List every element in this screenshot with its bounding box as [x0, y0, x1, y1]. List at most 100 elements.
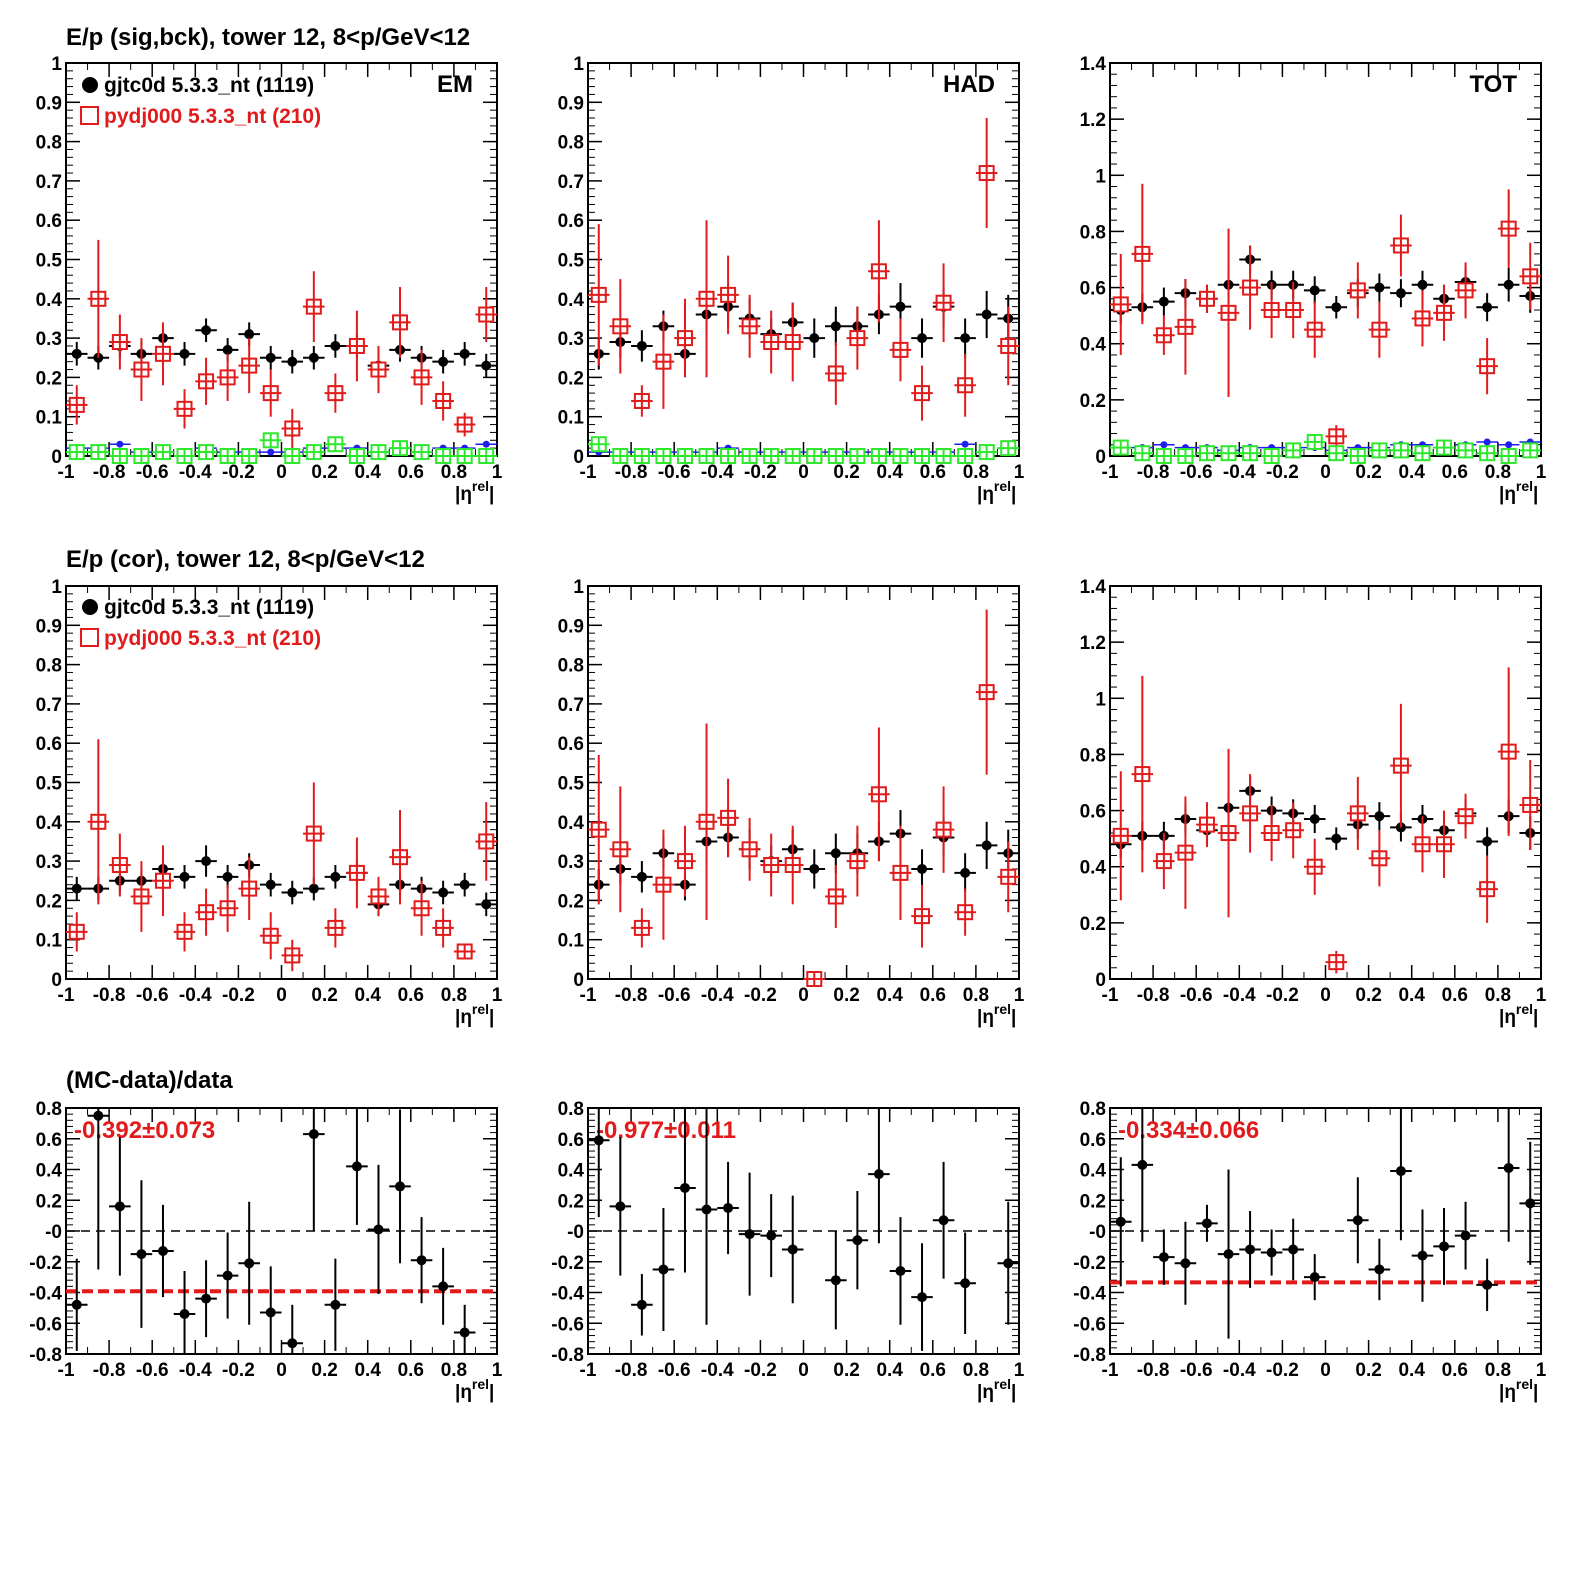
- x-tick-label: -0.2: [1266, 462, 1299, 483]
- series-3: [66, 432, 497, 464]
- x-tick-label: 1: [1536, 1360, 1547, 1381]
- y-tick-label: 0.2: [558, 891, 584, 912]
- y-tick-label: 0: [51, 970, 62, 991]
- y-tick-label: 0.9: [36, 616, 62, 637]
- data-point: [330, 340, 341, 351]
- x-tick-label: -0.2: [222, 462, 255, 483]
- y-tick-label: 0.4: [1080, 335, 1107, 356]
- legend-panel-3: gjtc0d 5.3.3_nt (1119) pydj000 5.3.3_nt …: [80, 596, 321, 650]
- series-1: [66, 739, 497, 972]
- x-tick-label: 0.2: [1355, 1360, 1381, 1381]
- y-tick-label: 0.8: [558, 656, 584, 677]
- series-3: [588, 436, 1019, 464]
- y-tick-label: 0.8: [36, 656, 62, 677]
- data-point: [1374, 811, 1385, 822]
- x-tick-label: -0.2: [1266, 1360, 1299, 1381]
- data-point: [222, 1270, 233, 1281]
- data-point: [1439, 1241, 1450, 1252]
- data-point: [873, 1169, 884, 1180]
- y-tick-label: -0.8: [29, 1345, 62, 1366]
- data-point: [658, 1264, 669, 1275]
- data-point: [1158, 1252, 1169, 1263]
- y-tick-label: 1.2: [1080, 633, 1106, 654]
- y-tick-label: 0.6: [1080, 1130, 1106, 1151]
- fit-label: -0.334±0.066: [1118, 1117, 1259, 1144]
- y-tick-label: 0.2: [1080, 1191, 1106, 1212]
- x-tick-label: 0.8: [441, 985, 467, 1006]
- data-point: [723, 1202, 734, 1213]
- data-point: [459, 348, 470, 359]
- y-tick-label: 0: [51, 447, 62, 468]
- data-point: [679, 1182, 690, 1193]
- data-point: [593, 1135, 604, 1146]
- data-point: [615, 1201, 626, 1212]
- y-tick-label: 0.4: [1080, 858, 1107, 879]
- data-point: [222, 871, 233, 882]
- x-tick-label: 0.4: [876, 1360, 903, 1381]
- x-tick-label: 0.4: [1398, 462, 1425, 483]
- x-tick-label: -0.4: [179, 985, 212, 1006]
- y-tick-label: -0.6: [29, 1314, 62, 1335]
- data-point: [701, 1204, 712, 1215]
- x-tick-label: -0.4: [701, 1360, 734, 1381]
- x-tick-label: 1: [492, 985, 503, 1006]
- y-tick-label: 0.8: [558, 1099, 584, 1120]
- data-point: [1115, 1216, 1126, 1227]
- data-point: [481, 899, 492, 910]
- data-point: [1417, 1250, 1428, 1261]
- data-point: [351, 1161, 362, 1172]
- data-point: [438, 356, 449, 367]
- y-tick-label: -0: [567, 1222, 584, 1243]
- y-tick-label: 1.2: [1080, 110, 1106, 131]
- y-tick-label: 1: [1095, 166, 1106, 187]
- y-tick-label: 0.1: [36, 408, 63, 429]
- x-tick-label: -1: [1102, 985, 1119, 1006]
- y-tick-label: 1.4: [1080, 577, 1107, 598]
- y-tick-label: 0.4: [36, 290, 63, 311]
- x-tick-label: -0.2: [222, 985, 255, 1006]
- y-tick-label: 0.4: [36, 813, 63, 834]
- x-tick-label: 0.4: [354, 1360, 381, 1381]
- y-tick-label: 0.8: [558, 133, 584, 154]
- data-point: [267, 448, 275, 456]
- x-tick-label: 0.8: [963, 1360, 989, 1381]
- data-point: [287, 887, 298, 898]
- y-tick-label: 0.8: [36, 1099, 62, 1120]
- panel-4: 00.10.20.30.40.50.60.70.80.91-1 -0.8 -0.6-…: [558, 577, 1025, 1028]
- x-tick-label: 0.8: [1485, 985, 1511, 1006]
- series-0: [66, 1108, 476, 1354]
- data-point: [373, 1224, 384, 1235]
- data-point: [308, 352, 319, 363]
- x-tick-label: -1: [1102, 462, 1119, 483]
- data-point: [136, 1249, 147, 1260]
- y-tick-label: -0.2: [29, 1253, 62, 1274]
- x-tick-label: -0.8: [93, 1360, 126, 1381]
- fit-label: -0.392±0.073: [74, 1117, 215, 1144]
- legend-mc-label: pydj000 5.3.3_nt (210): [104, 627, 321, 650]
- data-point: [438, 1281, 449, 1292]
- data-point: [201, 1293, 212, 1304]
- x-tick-label: 0.2: [833, 462, 859, 483]
- data-point: [201, 856, 212, 867]
- series-0: [588, 283, 1019, 370]
- y-tick-label: 0.8: [1080, 745, 1106, 766]
- x-tick-label: 0.4: [876, 985, 903, 1006]
- x-tick-label: -0.4: [701, 462, 734, 483]
- x-tick-label: 0.6: [398, 1360, 424, 1381]
- data-point: [960, 867, 971, 878]
- data-point: [1460, 1230, 1471, 1241]
- y-tick-label: 0.4: [1080, 1161, 1107, 1182]
- x-tick-label: 1: [1536, 985, 1547, 1006]
- data-point: [917, 333, 928, 344]
- y-tick-label: 0.5: [36, 774, 63, 795]
- y-tick-label: 0.6: [558, 1130, 584, 1151]
- data-point: [744, 1229, 755, 1240]
- legend-data-label: gjtc0d 5.3.3_nt (1119): [104, 596, 314, 619]
- y-tick-label: -0.4: [29, 1284, 62, 1305]
- y-tick-label: 1.4: [1080, 54, 1107, 75]
- x-tick-label: 0.6: [1442, 462, 1468, 483]
- x-tick-label: 0.6: [1442, 1360, 1468, 1381]
- data-point: [201, 325, 212, 336]
- data-point: [1505, 441, 1513, 449]
- x-tick-label: 0.6: [398, 462, 424, 483]
